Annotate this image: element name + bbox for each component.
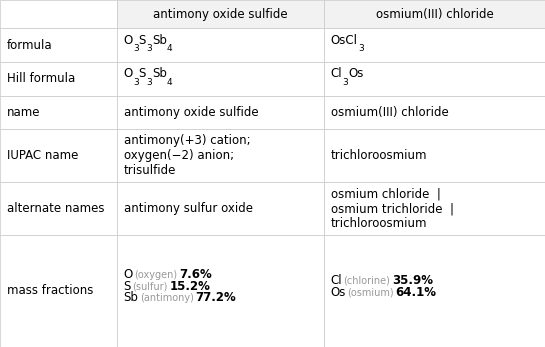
Text: Cl: Cl [331,67,342,80]
Bar [0,0,117,28]
Bar [324,129,545,182]
Text: name: name [7,106,40,119]
Bar [324,28,545,62]
Text: Os: Os [348,67,364,80]
Text: (chlorine): (chlorine) [343,276,390,286]
Bar [0,62,117,96]
Text: OsCl: OsCl [331,34,358,46]
Text: Sb: Sb [152,34,167,46]
Text: S: S [124,280,131,293]
Text: 4: 4 [167,78,172,87]
Text: 3: 3 [146,78,152,87]
Text: Hill formula: Hill formula [7,73,75,85]
Bar [324,96,545,129]
Text: 3: 3 [342,78,348,87]
Bar [324,235,545,347]
Bar [324,62,545,96]
Text: O: O [124,34,133,46]
Bar [117,235,324,347]
Bar [117,129,324,182]
Bar [117,0,324,28]
Bar [117,28,324,62]
Text: 3: 3 [358,44,364,53]
Text: 15.2%: 15.2% [169,280,210,293]
Bar [0,96,117,129]
Text: (sulfur): (sulfur) [132,281,167,291]
Text: IUPAC name: IUPAC name [7,149,78,162]
Bar [0,28,117,62]
Bar [324,0,545,28]
Bar [0,129,117,182]
Text: (antimony): (antimony) [140,293,193,303]
Text: alternate names: alternate names [7,202,104,215]
Bar [0,182,117,235]
Bar [0,235,117,347]
Text: 3: 3 [146,44,152,53]
Text: Os: Os [331,286,346,299]
Text: 77.2%: 77.2% [195,291,236,304]
Text: osmium chloride  |
osmium trichloride  |
trichloroosmium: osmium chloride | osmium trichloride | t… [331,187,454,230]
Text: antimony oxide sulfide: antimony oxide sulfide [153,8,288,21]
Bar [117,62,324,96]
Text: antimony(+3) cation;
oxygen(−2) anion;
trisulfide: antimony(+3) cation; oxygen(−2) anion; t… [124,134,250,177]
Text: 35.9%: 35.9% [392,274,433,287]
Text: S: S [139,34,146,46]
Text: Sb: Sb [152,67,167,80]
Bar [324,182,545,235]
Text: osmium(III) chloride: osmium(III) chloride [331,106,449,119]
Text: Cl: Cl [331,274,342,287]
Text: mass fractions: mass fractions [7,285,93,297]
Text: O: O [124,269,133,281]
Text: S: S [139,67,146,80]
Text: 64.1%: 64.1% [396,286,437,299]
Bar [117,96,324,129]
Text: 7.6%: 7.6% [179,269,211,281]
Text: formula: formula [7,39,52,52]
Text: trichloroosmium: trichloroosmium [331,149,427,162]
Text: 3: 3 [133,44,139,53]
Text: 3: 3 [133,78,139,87]
Text: Sb: Sb [124,291,138,304]
Text: (oxygen): (oxygen) [134,270,177,280]
Text: antimony sulfur oxide: antimony sulfur oxide [124,202,253,215]
Text: O: O [124,67,133,80]
Bar [117,182,324,235]
Text: antimony oxide sulfide: antimony oxide sulfide [124,106,258,119]
Text: 4: 4 [167,44,172,53]
Text: osmium(III) chloride: osmium(III) chloride [376,8,494,21]
Text: (osmium): (osmium) [347,287,394,297]
